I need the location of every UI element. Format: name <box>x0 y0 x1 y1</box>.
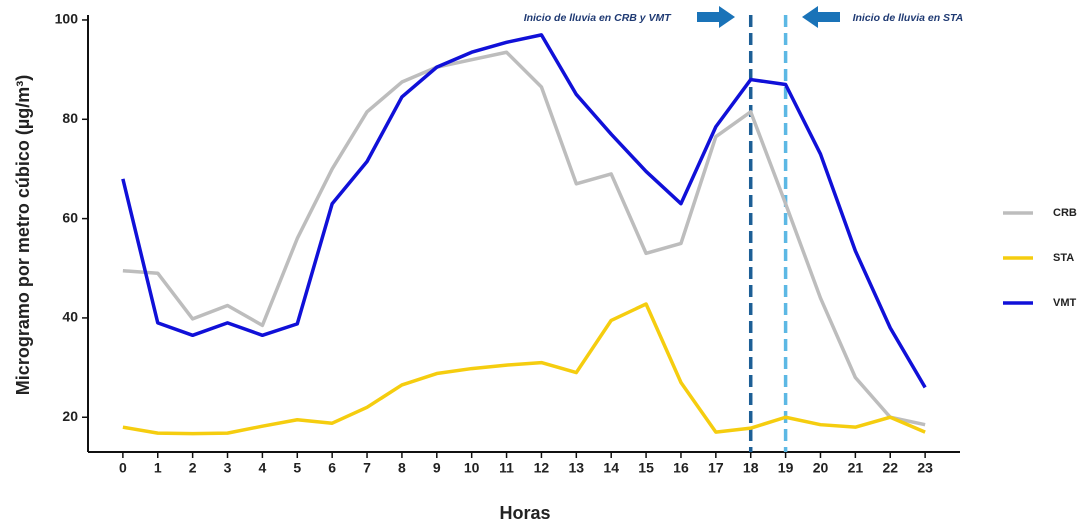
x-tick-label: 12 <box>534 460 550 476</box>
x-tick-label: 14 <box>603 460 619 476</box>
y-tick-label: 60 <box>62 209 78 225</box>
legend-label: CRB <box>1053 207 1077 219</box>
x-tick-label: 10 <box>464 460 480 476</box>
x-tick-label: 6 <box>328 460 336 476</box>
x-tick-label: 16 <box>673 460 689 476</box>
x-tick-label: 13 <box>569 460 585 476</box>
x-tick-label: 1 <box>154 460 162 476</box>
y-axis-title: Microgramo por metro cúbico (µg/m³) <box>13 75 33 395</box>
x-tick-label: 17 <box>708 460 724 476</box>
y-tick-label: 80 <box>62 110 78 126</box>
x-tick-label: 5 <box>293 460 301 476</box>
y-tick-label: 20 <box>62 408 78 424</box>
x-tick-label: 18 <box>743 460 759 476</box>
x-axis-title: Horas <box>499 503 550 523</box>
rain-annotation: Inicio de lluvia en CRB y VMT <box>524 12 673 24</box>
x-tick-label: 23 <box>917 460 933 476</box>
x-tick-label: 4 <box>259 460 267 476</box>
legend-label: VMT <box>1053 297 1077 309</box>
x-tick-label: 2 <box>189 460 197 476</box>
x-tick-label: 21 <box>848 460 864 476</box>
x-tick-label: 3 <box>224 460 232 476</box>
y-tick-label: 100 <box>55 11 79 27</box>
x-tick-label: 22 <box>882 460 898 476</box>
x-tick-label: 9 <box>433 460 441 476</box>
arrow-left <box>802 6 840 28</box>
x-tick-label: 20 <box>813 460 829 476</box>
legend-label: STA <box>1053 252 1074 264</box>
series-line <box>122 50 926 427</box>
series-line <box>122 302 926 436</box>
x-tick-label: 8 <box>398 460 406 476</box>
x-tick-label: 15 <box>638 460 654 476</box>
x-tick-label: 0 <box>119 460 127 476</box>
rain-annotation: Inicio de lluvia en STA <box>853 12 964 24</box>
x-tick-label: 19 <box>778 460 794 476</box>
x-tick-label: 11 <box>499 460 514 476</box>
x-tick-label: 7 <box>363 460 371 476</box>
y-tick-label: 40 <box>62 309 78 325</box>
arrow-right <box>697 6 735 28</box>
series-line <box>121 33 927 389</box>
